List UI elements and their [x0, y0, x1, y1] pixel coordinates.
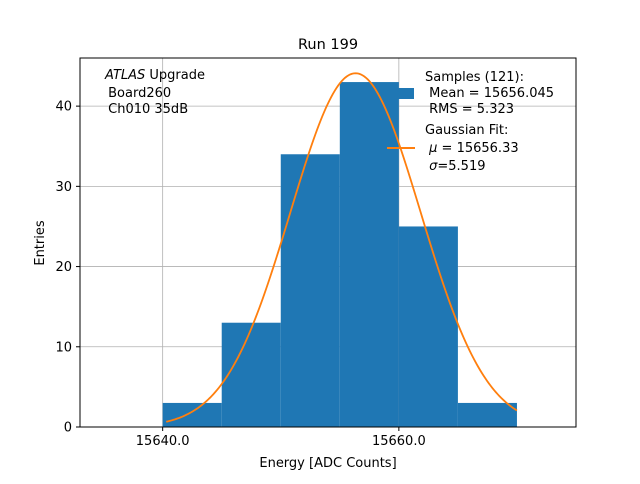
legend-hist-swatch [387, 88, 414, 99]
histogram-bar-3 [339, 82, 399, 427]
fit-layer [165, 72, 518, 423]
legend-fit-line3: σ=5.519 [425, 159, 486, 174]
y-tick-label-2: 20 [55, 260, 72, 275]
gaussian-fit-curve [165, 72, 518, 423]
annotation-line1: ATLAS Upgrade [104, 68, 205, 83]
y-tick-label-4: 40 [55, 100, 72, 115]
histogram-bar-2 [280, 154, 340, 427]
legend-fit-line1: Gaussian Fit: [425, 123, 508, 138]
x-axis-label: Energy [ADC Counts] [259, 456, 396, 471]
x-tick-label-1: 15660.0 [372, 434, 426, 449]
y-axis-label: Entries [33, 220, 48, 266]
legend-hist-line3: RMS = 5.323 [425, 102, 514, 117]
y-tick-label-1: 10 [55, 340, 72, 355]
histogram-bar-1 [221, 322, 281, 427]
legend: Samples (121): Mean = 15656.045 RMS = 5.… [387, 70, 554, 174]
histogram-bar-4 [398, 226, 458, 427]
legend-fit-line2: μ = 15656.33 [425, 141, 519, 156]
atlas-annotation: ATLAS Upgrade Board260 Ch010 35dB [104, 68, 205, 117]
y-tick-label-0: 0 [64, 421, 72, 436]
ticks-layer: 15640.0 15660.0 0 10 20 30 40 [55, 100, 425, 449]
y-tick-label-3: 30 [55, 180, 72, 195]
histogram-bar-0 [162, 402, 222, 427]
legend-hist-line1: Samples (121): [425, 70, 524, 85]
x-tick-label-0: 15640.0 [136, 434, 190, 449]
bars-layer [162, 82, 517, 427]
histogram-bar-5 [457, 402, 517, 427]
legend-hist-line2: Mean = 15656.045 [425, 86, 554, 101]
plot-frame [79, 57, 577, 428]
chart-title: Run 199 [298, 37, 358, 53]
annotation-line2: Board260 [104, 86, 171, 101]
annotation-line3: Ch010 35dB [104, 102, 188, 117]
